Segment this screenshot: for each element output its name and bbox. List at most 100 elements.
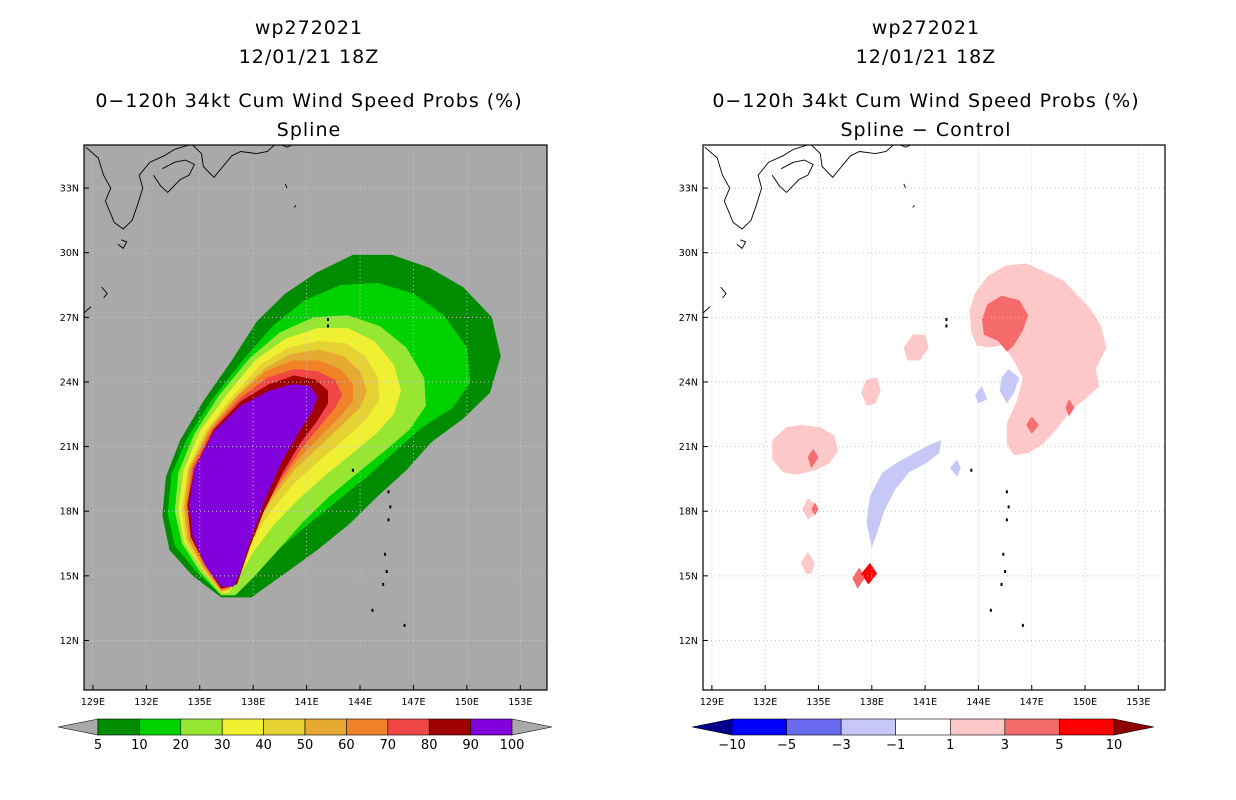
- left-coastline-4: [117, 239, 128, 250]
- left-island-5: [385, 570, 388, 574]
- left-y-tick-label: 18N: [60, 507, 79, 518]
- right-diff-region-4: [802, 498, 817, 520]
- left-map-frame: [83, 144, 548, 691]
- right-colorbar-swatch: [1004, 718, 1060, 736]
- right-x-tick-label: 150E: [1073, 697, 1097, 708]
- left-colorbar-label: 70: [380, 738, 397, 753]
- right-colorbar-label: 5: [1055, 738, 1063, 753]
- left-y-tick-label: 21N: [60, 442, 79, 453]
- left-island-0: [351, 468, 354, 472]
- right-coastline-6: [703, 306, 711, 314]
- right-island-10: [1021, 623, 1024, 627]
- right-x-tick-label: 138E: [860, 697, 884, 708]
- right-colorbar-swatch: [1059, 718, 1115, 736]
- right-island-6: [1000, 582, 1003, 586]
- right-y-tick-label: 24N: [679, 377, 698, 388]
- left-y-tick-label: 30N: [60, 248, 79, 259]
- left-colorbar-label: 60: [338, 738, 355, 753]
- left-island-8: [326, 317, 329, 321]
- left-coastline-7: [284, 183, 288, 189]
- right-x-tick-label: 147E: [1020, 697, 1044, 708]
- right-colorbar-swatch: [895, 718, 951, 736]
- right-colorbar-swatch: [949, 718, 1006, 736]
- right-colorbar-label: 10: [1106, 738, 1123, 753]
- right-island-7: [989, 608, 992, 612]
- left-coastline-1: [153, 159, 196, 194]
- right-title-storm-id: wp272021: [871, 17, 981, 39]
- right-y-tick-label: 30N: [679, 248, 698, 259]
- left-coastline-8: [293, 205, 297, 208]
- right-x-tick-label: 129E: [700, 697, 724, 708]
- right-y-tick-label: 15N: [679, 571, 698, 582]
- left-coastline-5: [101, 286, 108, 299]
- right-diff-region-13: [999, 369, 1020, 404]
- right-coastline-4: [736, 239, 747, 250]
- right-island-9: [945, 324, 948, 328]
- right-y-tick-label: 12N: [679, 636, 698, 647]
- left-coastline-3: [281, 145, 293, 148]
- right-diff-region-6: [982, 295, 1029, 352]
- right-diff-region-3: [772, 425, 838, 475]
- right-coastline-2: [811, 145, 894, 178]
- right-colorbar-swatch: [786, 718, 842, 736]
- right-diff-region-11: [852, 567, 865, 589]
- right-coastline-1: [771, 159, 814, 194]
- right-coastline-0: [704, 145, 808, 230]
- left-island-6: [382, 582, 385, 586]
- left-y-tick-label: 33N: [60, 184, 79, 195]
- right-x-tick-label: 144E: [966, 697, 990, 708]
- left-x-tick-label: 153E: [508, 697, 532, 708]
- right-y-tick-label: 33N: [679, 184, 698, 195]
- right-diff-region-8: [1026, 416, 1039, 434]
- left-colorbar-label: 10: [131, 738, 148, 753]
- left-x-tick-label: 141E: [295, 697, 319, 708]
- right-coastline-5: [720, 286, 727, 299]
- left-x-tick-label: 135E: [188, 697, 212, 708]
- left-title-datetime: 12/01/21 18Z: [238, 46, 380, 68]
- left-colorbar-label: 40: [255, 738, 272, 753]
- right-diff-region-12: [861, 562, 878, 585]
- right-colorbar-swatch: [731, 718, 787, 736]
- right-x-tick-label: 132E: [753, 697, 777, 708]
- right-coastline-3: [900, 145, 912, 148]
- left-colorbar-label: 90: [462, 738, 479, 753]
- left-y-tick-label: 15N: [60, 571, 79, 582]
- left-island-3: [387, 518, 390, 522]
- right-colorbar-label: 1: [946, 738, 954, 753]
- left-colorbar-label: 5: [94, 738, 102, 753]
- left-y-tick-label: 27N: [60, 313, 79, 324]
- right-colorbar-label: −1: [886, 738, 905, 753]
- right-y-tick-label: 21N: [679, 442, 698, 453]
- right-colorbar-label: 3: [1001, 738, 1009, 753]
- right-map-frame: [702, 144, 1166, 691]
- right-coastline-8: [912, 205, 915, 208]
- right-diff-region-7: [1065, 399, 1075, 417]
- left-island-9: [326, 324, 329, 328]
- right-island-5: [1004, 570, 1007, 574]
- left-x-tick-label: 138E: [241, 697, 265, 708]
- right-island-8: [945, 317, 948, 321]
- right-island-1: [1005, 490, 1008, 494]
- left-colorbar-label: 80: [421, 738, 438, 753]
- left-title-storm-id: wp272021: [254, 17, 364, 39]
- left-x-tick-label: 150E: [455, 697, 479, 708]
- right-diff-region-1: [903, 334, 929, 361]
- right-colorbar-label: −10: [718, 738, 745, 753]
- right-island-0: [970, 468, 973, 472]
- right-diff-region-5: [800, 552, 815, 574]
- right-island-4: [1002, 552, 1005, 556]
- right-diff-region-14: [974, 386, 988, 404]
- right-island-3: [1005, 518, 1008, 522]
- left-title-product: 0−120h 34kt Cum Wind Speed Probs (%): [95, 90, 523, 112]
- right-y-tick-label: 27N: [679, 313, 698, 324]
- right-x-tick-label: 153E: [1126, 697, 1150, 708]
- right-title-method: Spline − Control: [840, 119, 1012, 141]
- right-title-product: 0−120h 34kt Cum Wind Speed Probs (%): [712, 90, 1140, 112]
- right-diff-region-9: [807, 448, 819, 469]
- right-colorbar-over-arrow: [1113, 718, 1155, 736]
- left-x-tick-label: 132E: [134, 697, 158, 708]
- left-coastline-2: [192, 145, 275, 178]
- right-diff-region-15: [866, 440, 942, 548]
